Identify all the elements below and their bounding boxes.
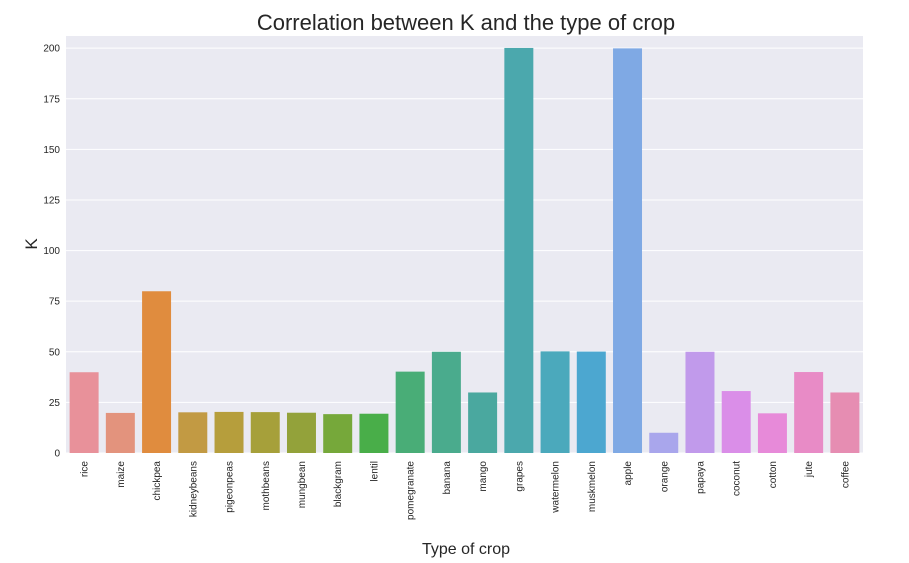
x-tick-label-rice: rice	[80, 461, 91, 478]
bar-muskmelon	[576, 351, 606, 453]
x-tick-label-blackgram: blackgram	[333, 461, 344, 507]
x-tick-label-cotton: cotton	[768, 461, 779, 488]
x-tick-label-mungbean: mungbean	[297, 461, 308, 508]
bar-kidneybeans	[178, 412, 208, 453]
x-tick-label-pomegranate: pomegranate	[406, 461, 417, 520]
x-tick-label-papaya: papaya	[695, 461, 706, 494]
x-tick-label-jute: jute	[804, 461, 815, 479]
bar-jute	[794, 372, 824, 453]
bar-mothbeans	[250, 412, 280, 453]
x-tick-label-mango: mango	[478, 461, 489, 492]
bar-grapes	[504, 47, 534, 453]
y-tick-label: 0	[54, 449, 60, 460]
bar-blackgram	[323, 414, 353, 453]
y-tick-label: 200	[43, 44, 60, 55]
x-tick-label-kidneybeans: kidneybeans	[188, 461, 199, 517]
x-tick-label-lentil: lentil	[369, 461, 380, 482]
bar-rice	[69, 372, 99, 453]
bar-pomegranate	[395, 371, 425, 453]
bar-papaya	[685, 351, 715, 453]
x-tick-label-coffee: coffee	[840, 461, 851, 488]
x-tick-label-banana: banana	[442, 461, 453, 495]
bar-mango	[468, 392, 498, 453]
x-tick-label-chickpea: chickpea	[152, 461, 163, 501]
x-tick-label-coconut: coconut	[732, 461, 743, 496]
x-tick-label-watermelon: watermelon	[551, 461, 562, 514]
x-axis-label: Type of crop	[422, 541, 510, 558]
x-axis-ticks: rice maize chickpea kidneybeans pigeonpeas mo…	[80, 461, 852, 520]
bar-coconut	[721, 391, 751, 453]
bar-orange	[649, 432, 679, 453]
bar-coffee	[830, 392, 860, 453]
x-tick-label-orange: orange	[659, 461, 670, 493]
x-tick-label-muskmelon: muskmelon	[587, 461, 598, 512]
bar-cotton	[757, 413, 787, 453]
bar-apple	[613, 48, 643, 454]
y-tick-label: 175	[43, 94, 60, 105]
y-tick-label: 150	[43, 145, 60, 156]
x-tick-label-grapes: grapes	[514, 461, 525, 492]
x-tick-label-pigeonpeas: pigeonpeas	[225, 461, 236, 513]
bar-lentil	[359, 413, 389, 453]
x-tick-label-maize: maize	[116, 461, 127, 488]
y-tick-label: 125	[43, 195, 60, 206]
y-tick-label: 50	[49, 347, 61, 358]
bar-pigeonpeas	[214, 411, 244, 453]
plot-area	[66, 36, 863, 453]
bar-watermelon	[540, 351, 570, 453]
bar-chickpea	[142, 291, 172, 453]
bar-maize	[105, 412, 135, 453]
chart-title: Correlation between K and the type of cr…	[257, 10, 675, 35]
x-tick-label-apple: apple	[623, 461, 634, 486]
bar-banana	[431, 351, 461, 453]
y-axis-ticks: 0 25 50 75 100 125 150 175 200	[43, 44, 60, 460]
x-tick-label-mothbeans: mothbeans	[261, 461, 272, 510]
y-tick-label: 25	[49, 398, 61, 409]
y-axis-label: K	[22, 238, 41, 250]
y-tick-label: 100	[43, 246, 60, 257]
bar-mungbean	[286, 412, 316, 453]
bars	[69, 47, 860, 454]
y-tick-label: 75	[49, 297, 61, 308]
